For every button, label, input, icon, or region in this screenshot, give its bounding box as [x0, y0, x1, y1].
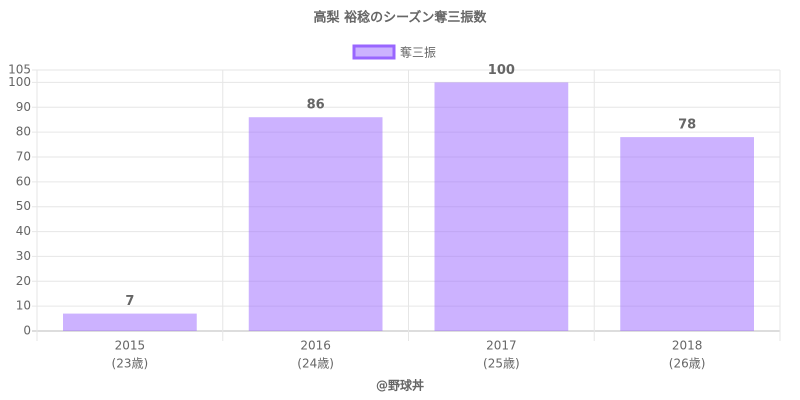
x-tick-label: 2018 — [672, 339, 703, 353]
y-tick-label: 90 — [16, 100, 31, 114]
data-label: 86 — [307, 98, 325, 113]
x-tick-label: 2015 — [115, 339, 146, 353]
x-tick-label: 2016 — [300, 339, 331, 353]
x-tick-sublabel: (26歳) — [669, 357, 706, 371]
footer: @野球丼 — [376, 378, 424, 393]
bar — [248, 117, 383, 331]
y-tick-label: 70 — [16, 150, 31, 164]
x-tick-sublabel: (23歳) — [112, 357, 149, 371]
y-tick-label: 0 — [23, 324, 31, 338]
y-tick-label: 50 — [16, 199, 31, 213]
legend-swatch — [352, 44, 396, 60]
y-tick-label: 20 — [16, 274, 31, 288]
y-tick-label: 80 — [16, 125, 31, 139]
x-tick-label: 2017 — [486, 339, 517, 353]
data-label: 7 — [125, 294, 134, 309]
legend-label: 奪三振 — [400, 45, 436, 60]
bar — [63, 313, 197, 331]
y-tick-label: 105 — [8, 63, 31, 77]
x-tick-sublabel: (25歳) — [483, 357, 520, 371]
y-tick-label: 30 — [16, 249, 31, 263]
y-tick-label: 60 — [16, 174, 31, 188]
bar — [620, 137, 754, 331]
y-tick-label: 100 — [8, 75, 31, 89]
y-tick-label: 10 — [16, 299, 31, 313]
x-tick-sublabel: (24歳) — [297, 357, 334, 371]
data-label: 78 — [678, 118, 696, 133]
y-tick-label: 40 — [16, 224, 31, 238]
bar — [434, 82, 569, 331]
data-label: 100 — [488, 63, 515, 78]
chart-title: 高梨 裕稔のシーズン奪三振数 — [314, 10, 488, 26]
